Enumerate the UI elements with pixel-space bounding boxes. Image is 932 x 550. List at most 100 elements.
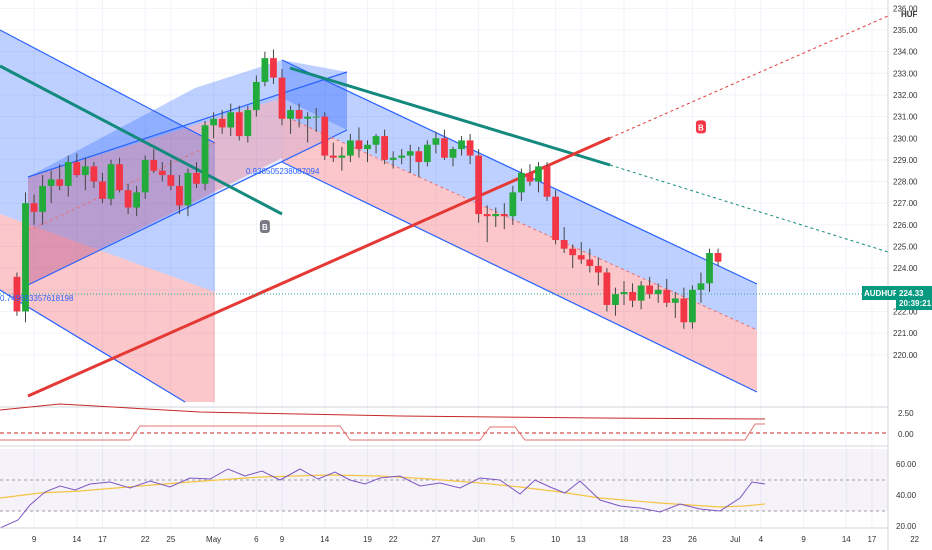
candle-body <box>552 196 559 241</box>
candle <box>594 257 602 286</box>
candle-body <box>637 285 645 301</box>
candle <box>47 170 55 204</box>
candle <box>13 272 21 316</box>
time-tick-label: 17 <box>867 535 876 544</box>
candle <box>158 162 166 182</box>
candle <box>227 103 235 137</box>
teal-trendline-2 <box>289 66 611 167</box>
price-tick-label: 232.00 <box>893 91 918 100</box>
price-tick-label: 233.00 <box>893 69 918 78</box>
candle-body <box>184 172 192 206</box>
candle-body <box>347 140 354 156</box>
candle-body <box>689 289 696 323</box>
price-tag-value: 224.33 <box>899 289 924 298</box>
annotations: 0.749693357618198 0.938505238087094 B B <box>0 120 706 303</box>
time-tick-label: 17 <box>98 535 107 544</box>
candle <box>518 168 525 202</box>
candle <box>620 281 628 305</box>
candle <box>235 105 243 141</box>
candle-body <box>201 125 209 184</box>
candle-body <box>680 298 688 323</box>
candle <box>107 159 115 206</box>
time-tick-label: 23 <box>662 535 671 544</box>
candle-body <box>176 185 183 206</box>
channel-3-lower <box>281 161 758 393</box>
candle <box>81 157 89 191</box>
channel-fill-red-1 <box>0 130 215 402</box>
candle <box>646 276 654 299</box>
candle-body <box>372 136 380 145</box>
candle-body <box>244 110 252 137</box>
candle <box>543 162 551 202</box>
candle <box>244 105 252 143</box>
candle-body <box>39 185 46 212</box>
candle <box>535 162 542 193</box>
candle <box>458 136 465 156</box>
candle-body <box>167 175 175 186</box>
candle <box>287 105 294 134</box>
candle <box>73 153 81 178</box>
time-axis[interactable]: 9 14 17 22 25 May 6 9 14 19 22 27 Jun 5 10 13 18 23 26 Jul 4… <box>32 535 932 544</box>
candle <box>577 242 585 264</box>
time-tick-label: 13 <box>577 535 586 544</box>
candle <box>706 248 713 292</box>
time-tick-label: 27 <box>431 535 440 544</box>
candle-body <box>612 294 619 305</box>
rsi-tick-label: 60.00 <box>896 460 917 469</box>
rsi-tick-label: 20.00 <box>896 522 917 531</box>
candle-body <box>706 252 713 284</box>
time-tick-label: Jun <box>472 535 485 544</box>
candle-body <box>338 155 346 158</box>
time-tick-label: 14 <box>72 535 81 544</box>
candle-body <box>81 166 89 176</box>
red-trendline <box>27 136 611 398</box>
candle-body <box>304 116 312 119</box>
candle <box>312 107 320 132</box>
candle-body <box>432 138 440 145</box>
candle <box>30 194 38 225</box>
candle-body <box>150 159 158 171</box>
candle-body <box>210 118 217 126</box>
signal-marker-label: B <box>262 223 268 232</box>
candle <box>304 112 312 143</box>
candle <box>381 129 388 165</box>
time-tick-label: 22 <box>141 535 150 544</box>
candle-body <box>116 164 123 191</box>
candle <box>552 190 559 245</box>
candle-body <box>697 283 705 290</box>
price-tick-label: 221.00 <box>893 329 918 338</box>
candle <box>355 127 363 158</box>
time-tick-label: 22 <box>910 535 919 544</box>
candle <box>398 149 406 165</box>
candle-body <box>577 255 585 260</box>
annotation-mid-value: 0.938505238087094 <box>246 167 320 176</box>
candle <box>338 146 346 171</box>
candle-body <box>441 138 448 158</box>
candle <box>210 112 217 139</box>
price-tick-label: 236.00 <box>893 4 918 13</box>
candle-body <box>483 214 491 217</box>
candles[interactable] <box>13 49 722 329</box>
candle-body <box>270 58 277 78</box>
price-tick-label: 227.00 <box>893 199 918 208</box>
price-tick-label: 234.00 <box>893 48 918 57</box>
candle <box>116 157 123 193</box>
time-tick-label: 4 <box>759 535 764 544</box>
signal-marker: B <box>259 220 270 234</box>
candle-body <box>252 81 260 111</box>
channel-3-upper <box>281 59 758 285</box>
candle-body <box>543 166 551 197</box>
candle-body <box>107 164 115 199</box>
candle-body <box>312 116 320 118</box>
channel-fill-blue-2 <box>28 60 282 177</box>
candle <box>252 75 260 117</box>
channel-1-lower <box>0 289 186 403</box>
candle-body <box>355 140 363 150</box>
candle <box>99 172 106 204</box>
symbol-tag-bg <box>862 286 896 300</box>
candle-body <box>64 162 72 186</box>
candle <box>201 120 209 191</box>
time-tick-label: 19 <box>363 535 372 544</box>
